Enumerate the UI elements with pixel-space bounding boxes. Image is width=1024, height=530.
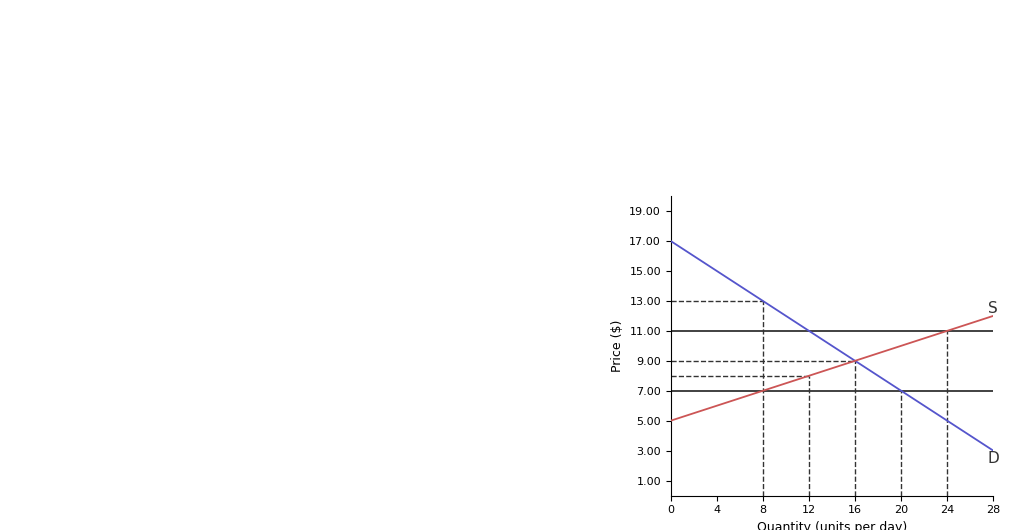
Text: S: S — [987, 301, 997, 316]
X-axis label: Quantity (units per day): Quantity (units per day) — [757, 521, 907, 530]
Y-axis label: Price ($): Price ($) — [610, 320, 624, 372]
Text: D: D — [987, 450, 999, 466]
